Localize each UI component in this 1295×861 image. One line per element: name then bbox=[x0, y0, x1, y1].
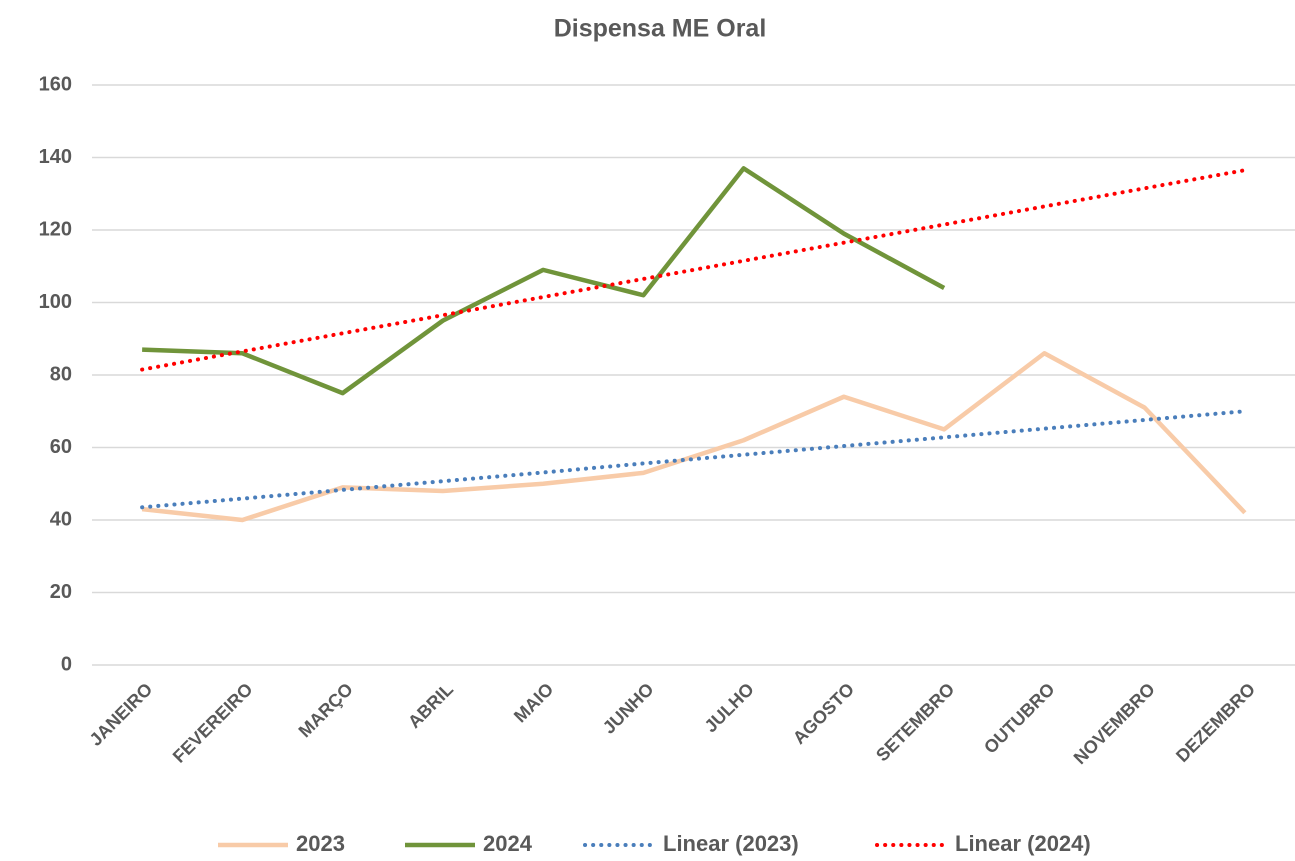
x-tick-label: FEVEREIRO bbox=[169, 679, 257, 767]
x-tick-label: NOVEMBRO bbox=[1070, 679, 1159, 768]
x-tick-label: OUTUBRO bbox=[980, 679, 1058, 757]
x-tick-label: AGOSTO bbox=[789, 679, 858, 748]
x-tick-label: JANEIRO bbox=[86, 679, 157, 750]
y-tick-label: 20 bbox=[50, 581, 72, 603]
y-tick-label: 80 bbox=[50, 363, 72, 385]
y-tick-label: 100 bbox=[39, 291, 72, 313]
y-tick-label: 60 bbox=[50, 436, 72, 458]
series-line bbox=[141, 351, 1247, 523]
series-line bbox=[140, 168, 1247, 372]
x-tick-label: SETEMBRO bbox=[872, 679, 958, 765]
y-tick-label: 0 bbox=[61, 653, 72, 675]
y-tick-label: 40 bbox=[50, 508, 72, 530]
y-tick-label: 140 bbox=[39, 146, 72, 168]
x-tick-label: MAIO bbox=[510, 679, 557, 726]
y-tick-label: 160 bbox=[39, 73, 72, 95]
x-tick-label: JUNHO bbox=[599, 679, 658, 738]
legend-label: 2024 bbox=[483, 831, 533, 856]
x-tick-label: JULHO bbox=[701, 679, 758, 736]
chart-title: Dispensa ME Oral bbox=[554, 15, 767, 43]
legend-label: Linear (2023) bbox=[663, 831, 799, 856]
series-line bbox=[140, 409, 1247, 510]
series-line bbox=[142, 166, 946, 396]
legend-label: 2023 bbox=[296, 831, 345, 856]
x-tick-label: ABRIL bbox=[404, 679, 457, 732]
x-tick-label: DEZEMBRO bbox=[1172, 679, 1259, 766]
y-tick-label: 120 bbox=[39, 218, 72, 240]
x-tick-label: MARÇO bbox=[295, 679, 357, 741]
legend-label: Linear (2024) bbox=[955, 831, 1091, 856]
